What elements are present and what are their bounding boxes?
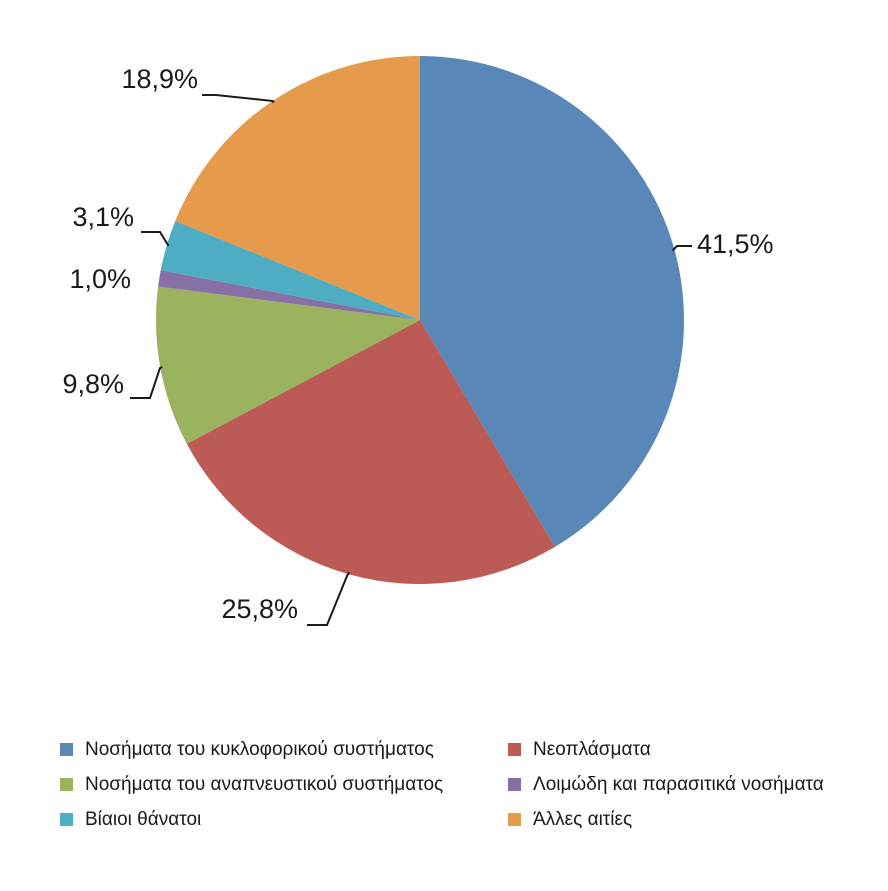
- leader-line-νοσήματα-του-κυκλοφορικού-συστήματος: [671, 245, 692, 252]
- data-labels: 41,5% 25,8% 9,8% 1,0% 3,1% 18,9%: [62, 64, 773, 624]
- pie-slice-λοιμώδη-και-παρασιτικά-νοσήματα: [158, 270, 420, 320]
- pie-slices: [155, 56, 685, 585]
- legend-label: Νοσήματα του αναπνευστικού συστήματος: [85, 773, 444, 795]
- legend-item-νεοπλάσματα: Νεοπλάσματα: [508, 736, 858, 763]
- leader-line-άλλες-αιτίες: [202, 94, 275, 104]
- data-label-βίαιοι-θάνατοι: 3,1%: [72, 202, 134, 232]
- data-label-νεοπλάσματα: 25,8%: [221, 594, 298, 624]
- legend-item-βίαιοι-θάνατοι: Βίαιοι θάνατοι: [60, 806, 508, 833]
- pie-slice-νοσήματα-του-αναπνευστικού-συστήματος: [155, 286, 420, 444]
- data-label-άλλες-αιτίες: 18,9%: [121, 64, 198, 94]
- leader-line-νοσήματα-του-αναπνευστικού-συστήματος: [130, 366, 163, 399]
- leader-line-νεοπλάσματα: [307, 571, 351, 626]
- legend-swatch: [60, 778, 73, 791]
- pie-slice-νεοπλάσματα: [186, 320, 555, 585]
- legend-swatch: [508, 743, 521, 756]
- legend-label: Άλλες αιτίες: [533, 808, 633, 830]
- legend-swatch: [60, 813, 73, 826]
- legend-item-άλλες-αιτίες: Άλλες αιτίες: [508, 806, 858, 833]
- pie-slice-νοσήματα-του-κυκλοφορικού-συστήματος: [420, 56, 685, 547]
- legend-label: Νεοπλάσματα: [533, 738, 651, 760]
- legend-item-λοιμώδη-και-παρασιτικά-νοσήματα: Λοιμώδη και παρασιτικά νοσήματα: [508, 771, 858, 798]
- legend-label: Βίαιοι θάνατοι: [85, 808, 202, 830]
- data-label-λοιμώδη-και-παρασιτικά-νοσήματα: 1,0%: [69, 264, 131, 294]
- legend-label: Λοιμώδη και παρασιτικά νοσήματα: [533, 773, 824, 795]
- legend: Νοσήματα του κυκλοφορικού συστήματος Νεοπ…: [60, 736, 860, 833]
- leader-lines: [130, 94, 692, 626]
- pie-slice-βίαιοι-θάνατοι: [160, 220, 421, 320]
- legend-item-νοσήματα-του-κυκλοφορικού-συστήματος: Νοσήματα του κυκλοφορικού συστήματος: [60, 736, 508, 763]
- legend-swatch: [60, 743, 73, 756]
- leader-line-βίαιοι-θάνατοι: [141, 231, 170, 247]
- legend-swatch: [508, 813, 521, 826]
- legend-label: Νοσήματα του κυκλοφορικού συστήματος: [85, 738, 434, 760]
- legend-swatch: [508, 778, 521, 791]
- legend-item-νοσήματα-του-αναπνευστικού-συστήματος: Νοσήματα του αναπνευστικού συστήματος: [60, 771, 508, 798]
- pie-slice-άλλες-αιτίες: [175, 56, 420, 320]
- data-label-νοσήματα-του-κυκλοφορικού-συστήματος: 41,5%: [697, 229, 774, 259]
- data-label-νοσήματα-του-αναπνευστικού-συστήματος: 9,8%: [62, 369, 124, 399]
